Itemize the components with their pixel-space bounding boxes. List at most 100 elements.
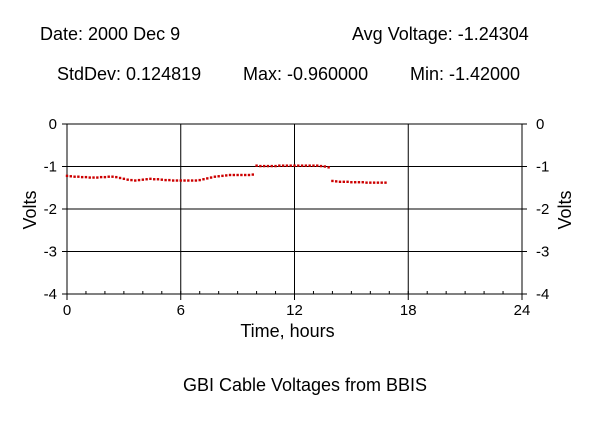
data-point	[323, 165, 327, 168]
max-label: Max: -0.960000	[243, 64, 369, 84]
data-point	[88, 176, 91, 179]
data-point	[255, 164, 258, 167]
data-point	[149, 177, 152, 181]
data-point	[372, 181, 376, 184]
data-point	[77, 175, 80, 178]
data-point	[376, 181, 380, 184]
data-point	[145, 178, 148, 181]
data-point	[164, 178, 167, 182]
data-point	[122, 177, 126, 181]
data-point	[69, 175, 72, 178]
data-point	[357, 181, 361, 184]
data-point	[183, 179, 186, 182]
data-point	[247, 173, 251, 177]
data-point	[365, 181, 368, 184]
data-point	[194, 179, 198, 182]
data-point	[206, 177, 209, 180]
data-point	[228, 173, 232, 177]
data-point	[266, 164, 270, 168]
x-tick-label: 18	[400, 302, 417, 319]
data-point	[369, 181, 372, 184]
data-point	[84, 175, 88, 179]
data-point	[319, 164, 323, 168]
data-point	[221, 174, 224, 178]
data-point	[96, 176, 99, 179]
data-point	[198, 178, 201, 182]
y-tick-label-right: -4	[536, 286, 549, 303]
data-point	[209, 176, 213, 179]
data-point	[240, 173, 243, 177]
data-point	[289, 164, 292, 167]
data-point	[297, 164, 300, 167]
date-label: Date: 2000 Dec 9	[40, 24, 181, 44]
y-axis-label-right: Volts	[555, 190, 575, 229]
data-point	[327, 166, 330, 169]
data-point	[156, 178, 160, 181]
chart-title: GBI Cable Voltages from BBIS	[183, 375, 427, 395]
grid	[66, 123, 523, 295]
data-point	[168, 178, 171, 182]
data-point	[65, 174, 69, 178]
data-points	[65, 164, 387, 184]
data-point	[338, 180, 342, 183]
data-point	[213, 175, 217, 178]
data-point	[80, 175, 84, 179]
data-point	[217, 175, 220, 178]
y-axis-label: Volts	[20, 190, 40, 229]
y-tick-label-right: -2	[536, 201, 549, 218]
data-point	[126, 178, 129, 181]
data-point	[99, 175, 103, 179]
data-point	[92, 176, 95, 179]
y-tick-label-left: -3	[44, 244, 57, 261]
data-point	[236, 173, 239, 177]
y-tick-label-right: 0	[536, 116, 544, 133]
data-point	[141, 178, 145, 181]
y-tick-label-left: -1	[44, 159, 57, 176]
data-point	[259, 164, 262, 168]
data-point	[244, 173, 247, 177]
data-point	[353, 181, 357, 184]
x-tick-label: 6	[177, 302, 185, 319]
ticks: 0 6 12 18 24 0 0 -1 -1 -2 -2 -3 -3 -4 -4	[44, 116, 550, 319]
data-point	[274, 164, 277, 168]
data-point	[300, 164, 304, 167]
data-point	[278, 164, 281, 167]
data-point	[251, 173, 254, 176]
data-point	[103, 175, 107, 179]
avg-voltage-label: Avg Voltage: -1.24304	[352, 24, 529, 44]
data-point	[281, 164, 285, 167]
min-label: Min: -1.42000	[410, 64, 521, 84]
y-tick-label-right: -3	[536, 244, 549, 261]
x-tick-label: 24	[514, 302, 531, 319]
x-tick-label: 0	[63, 302, 71, 319]
x-tick-label: 12	[286, 302, 303, 319]
y-tick-label-left: 0	[49, 116, 57, 133]
data-point	[335, 180, 338, 183]
data-point	[380, 181, 383, 184]
y-tick-label-left: -4	[44, 286, 57, 303]
y-tick-label-right: -1	[536, 159, 549, 176]
data-point	[171, 179, 175, 182]
data-point	[304, 164, 308, 167]
data-point	[190, 179, 194, 182]
data-point	[384, 181, 387, 184]
data-point	[179, 179, 182, 182]
data-point	[361, 181, 364, 184]
data-point	[160, 178, 163, 181]
data-point	[312, 164, 315, 167]
data-point	[73, 175, 76, 178]
data-point	[111, 175, 114, 178]
data-point	[350, 181, 353, 184]
x-axis-label: Time, hours	[240, 321, 334, 341]
data-point	[262, 164, 266, 168]
data-point	[316, 164, 319, 167]
data-point	[346, 180, 349, 183]
data-point	[107, 175, 110, 178]
data-point	[285, 164, 289, 167]
data-point	[293, 164, 296, 167]
data-point	[153, 178, 156, 181]
data-point	[225, 174, 228, 177]
data-point	[118, 176, 122, 180]
data-point	[130, 178, 133, 182]
